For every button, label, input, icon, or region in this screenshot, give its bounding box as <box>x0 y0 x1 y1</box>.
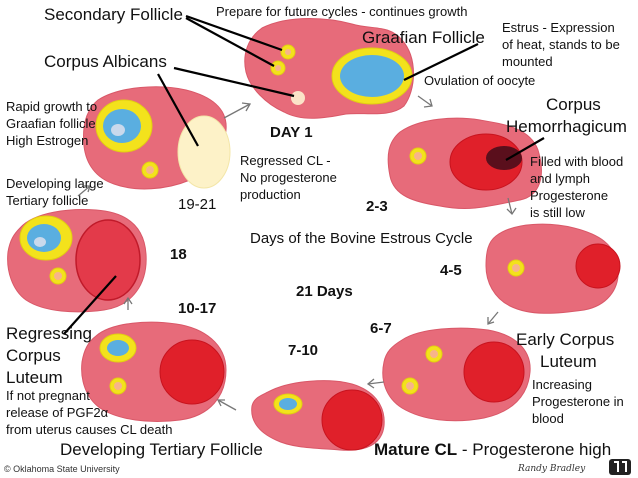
developing-tertiary-label: Developing Tertiary Follicle <box>60 440 263 459</box>
day-19-21-label: 19-21 <box>178 196 217 213</box>
ovary-day6-7 <box>382 327 531 422</box>
secondary-follicle <box>280 44 296 60</box>
pgf-line3: from uterus causes CL death <box>6 422 173 437</box>
mature-corpus-luteum <box>321 389 383 451</box>
regressing-cl-line2: Corpus <box>6 346 61 365</box>
cycle-arrow <box>223 102 252 119</box>
cycle-arrow <box>77 185 91 197</box>
estrus-note-line3: mounted <box>502 54 553 69</box>
author-signature: Randy Bradley <box>518 464 586 474</box>
mature-cl-note: - Progesterone high <box>457 440 612 459</box>
day-1-label: DAY 1 <box>270 124 313 141</box>
small-follicle <box>49 267 67 285</box>
large-tertiary-follicle <box>19 215 73 261</box>
small-follicle <box>291 91 305 105</box>
developing-large-line2: Tertiary follicle <box>6 193 89 208</box>
corpus-luteum <box>159 339 225 405</box>
corpus-hemorrhagicum-label-line2: Hemorrhagicum <box>506 117 627 136</box>
filled-blood-line3: Progesterone <box>530 188 609 203</box>
rapid-growth-line3: High Estrogen <box>6 133 89 148</box>
regressing-cl-line3: Luteum <box>6 368 63 387</box>
mature-cl-term: Mature CL <box>374 440 458 459</box>
graafian-follicle <box>95 99 153 153</box>
copyright-footer: © Oklahoma State University <box>4 464 120 474</box>
leader-line <box>505 137 545 161</box>
secondary-follicle-label: Secondary Follicle <box>44 5 183 24</box>
pgf-line1: If not pregnant <box>6 388 90 403</box>
leader-line <box>157 73 199 147</box>
early-cl-label-line2: Luteum <box>540 352 597 371</box>
corpus-hemorrhagicum <box>449 133 523 191</box>
small-follicle <box>507 259 525 277</box>
filled-blood-line4: is still low <box>530 205 585 220</box>
mature-cl-label: Mature CL - Progesterone high <box>374 440 611 460</box>
day-4-5-label: 4-5 <box>440 262 462 279</box>
small-follicle <box>109 377 127 395</box>
regressing-corpus-luteum <box>75 219 141 301</box>
day-2-3-label: 2-3 <box>366 198 388 215</box>
leader-line <box>185 17 275 67</box>
small-follicle <box>141 161 159 179</box>
increasing-line3: blood <box>532 411 564 426</box>
future-cycles-note: Prepare for future cycles - continues gr… <box>216 4 468 19</box>
ovulation-note: Ovulation of oocyte <box>424 73 536 88</box>
day-18-label: 18 <box>170 246 187 263</box>
regressed-cl-line3: production <box>240 187 301 202</box>
small-follicle <box>409 147 427 165</box>
regressing-cl-line1: Regressing <box>6 324 92 343</box>
cycle-length-label: 21 Days <box>296 283 353 300</box>
early-corpus-luteum <box>575 243 621 289</box>
small-follicle <box>401 377 419 395</box>
ovary-day19-21 <box>83 86 231 190</box>
increasing-line2: Progesterone in <box>532 394 624 409</box>
graafian-follicle-label: Graafian Follicle <box>362 28 485 47</box>
regressed-cl-line1: Regressed CL - <box>240 153 331 168</box>
leader-lines <box>63 14 545 335</box>
cycle-arrow <box>216 399 237 411</box>
tertiary-follicle <box>99 333 137 363</box>
ovary-day10-17 <box>81 321 227 422</box>
developing-large-line1: Developing large <box>6 176 104 191</box>
leader-line <box>173 66 295 98</box>
logo-icon <box>609 459 631 475</box>
cycle-arrow <box>417 95 433 108</box>
corpus-albicans <box>177 115 231 189</box>
corpus-hemorrhagicum-label-line1: Corpus <box>546 95 601 114</box>
cycle-arrows <box>77 95 517 411</box>
increasing-line1: Increasing <box>532 377 592 392</box>
pgf-line2: release of PGF2α <box>6 405 109 420</box>
ovary-day18 <box>7 209 147 313</box>
leader-line <box>63 275 117 335</box>
estrus-note-line1: Estrus - Expression <box>502 20 615 35</box>
leader-line <box>185 14 283 52</box>
day-7-10-label: 7-10 <box>288 342 319 359</box>
cycle-arrow <box>123 296 133 310</box>
cycle-arrow <box>487 311 499 325</box>
regressed-cl-line2: No progesterone <box>240 170 337 185</box>
ovary-day7-10 <box>251 380 385 451</box>
estrus-note-line2: of heat, stands to be <box>502 37 620 52</box>
cycle-title-line: Days of the Bovine Estrous Cycle <box>250 230 473 247</box>
day-6-7-label: 6-7 <box>370 320 392 337</box>
secondary-follicle <box>270 60 286 76</box>
filled-blood-line1: Filled with blood <box>530 154 624 169</box>
graafian-follicle <box>331 47 413 105</box>
blood-clot <box>486 146 522 170</box>
corpus-luteum <box>463 341 525 403</box>
cycle-arrow <box>366 378 385 389</box>
ovary-day2-3 <box>387 117 542 209</box>
day-10-17-label: 10-17 <box>178 300 217 317</box>
ovary-body <box>485 223 619 314</box>
leader-line <box>403 43 479 81</box>
cycle-arrow <box>506 197 517 216</box>
corpus-albicans-label: Corpus Albicans <box>44 52 167 71</box>
early-cl-label-line1: Early Corpus <box>516 330 615 349</box>
filled-blood-line2: and lymph <box>530 171 590 186</box>
ovary-day4-5 <box>485 223 621 314</box>
small-follicle <box>425 345 443 363</box>
rapid-growth-line2: Graafian follicle <box>6 116 96 131</box>
rapid-growth-line1: Rapid growth to <box>6 99 98 114</box>
developing-tertiary-follicle <box>273 393 303 415</box>
